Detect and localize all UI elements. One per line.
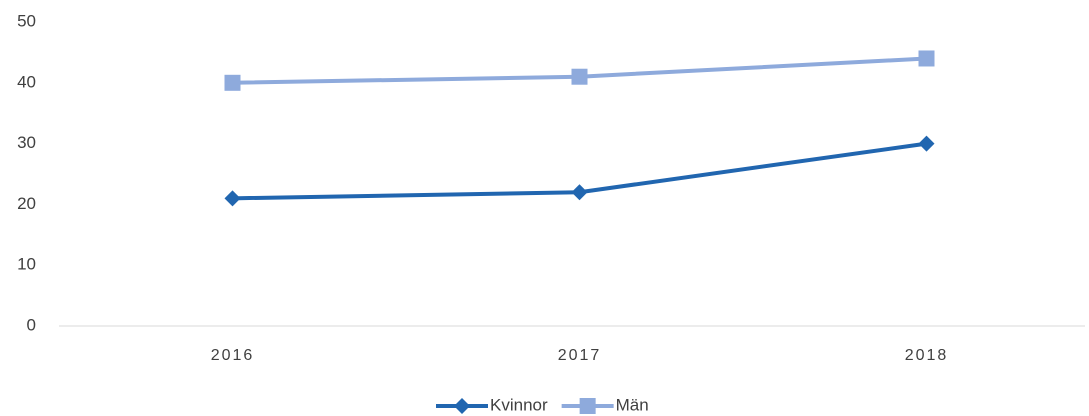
- y-tick-label: 20: [17, 194, 36, 213]
- data-point: [224, 74, 241, 91]
- y-tick-label: 40: [17, 72, 36, 91]
- data-point: [571, 184, 588, 201]
- y-tick-label: 0: [27, 315, 36, 334]
- data-point: [918, 135, 935, 152]
- y-tick-label: 50: [17, 11, 36, 30]
- legend-label: Män: [616, 395, 649, 414]
- data-point: [918, 50, 935, 67]
- x-tick-label: 2018: [905, 347, 949, 364]
- data-point: [224, 190, 241, 207]
- y-tick-label: 10: [17, 255, 36, 274]
- legend-marker: [579, 398, 596, 414]
- x-tick-label: 2016: [211, 347, 255, 364]
- data-point: [571, 68, 588, 85]
- x-tick-label: 2017: [558, 347, 602, 364]
- y-tick-label: 30: [17, 133, 36, 152]
- legend-label: Kvinnor: [490, 395, 548, 414]
- legend-marker: [454, 398, 470, 414]
